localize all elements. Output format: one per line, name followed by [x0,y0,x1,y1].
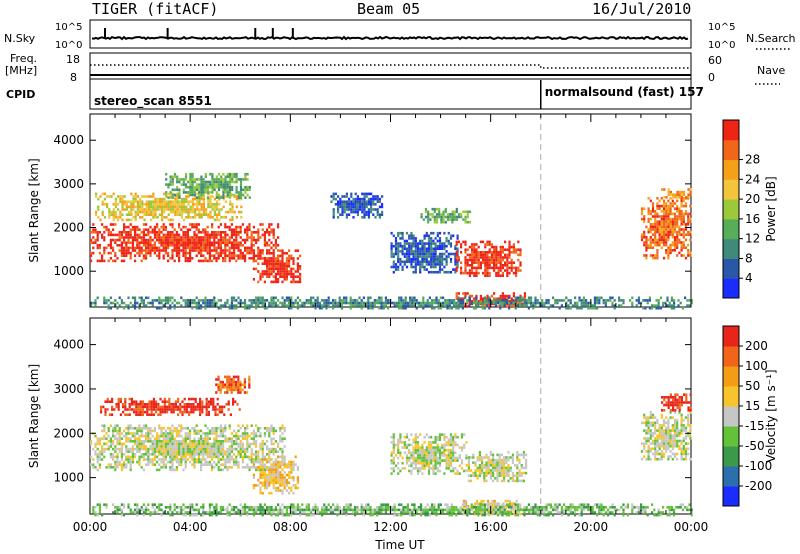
y-tick-label: 4000 [53,338,84,352]
colorbar-tick-label: 50 [745,379,760,393]
y-axis-label: Slant Range [km] [27,364,41,468]
x-tick-label: 00:00 [73,520,108,534]
colorbar-tick-label: -200 [745,479,772,493]
x-tick-label: 08:00 [273,520,308,534]
data-region [420,207,472,224]
x-tick-label: 04:00 [173,520,208,534]
date-label: 16/Jul/2010 [592,0,692,18]
radar-title: TIGER (fitACF) [92,0,219,18]
data-region [390,433,468,475]
data-cells [90,375,693,517]
colorbar-tick-label: 100 [745,359,768,373]
data-region [252,455,299,495]
nsearch-tick-bottom: 10^0 [708,40,735,51]
nsearch-tick-top: 10^5 [708,22,735,33]
data-region [90,424,286,472]
colorbar-tick-label: 28 [745,153,760,167]
beam-label: Beam 05 [357,0,421,18]
x-tick-label: 00:00 [674,520,709,534]
nsearch-label: N.Search [746,32,796,45]
freq-panel: Freq. [MHz] 18 8 60 0 Nave [5,52,785,85]
data-region [165,172,251,199]
data-region [92,503,693,517]
data-region [95,192,243,222]
y-tick-label: 1000 [53,264,84,278]
nsky-tick-top: 10^5 [55,22,82,33]
plot-frame [89,317,692,515]
nave-tick-top: 60 [708,54,722,67]
colorbar-tick-label: 15 [745,399,760,413]
y-tick-label: 1000 [53,471,84,485]
data-region [455,240,522,277]
colorbar-tick-label: 4 [745,271,753,285]
cpid-segment-label: normalsound (fast) 157 [545,85,704,99]
data-region [215,375,251,394]
power-panel: 1000 2000 3000 4000 Slant Range [km] 4 8 12 16 20… [27,113,778,310]
data-region [330,192,384,219]
colorbar-tick-label: -15 [745,419,765,433]
data-cells [90,172,693,310]
x-tick-label: 16:00 [473,520,508,534]
x-tick-label: 20:00 [574,520,609,534]
data-region [640,411,692,461]
y-axis-label: Slant Range [km] [27,158,41,262]
cpid-segments: stereo_scan 8551 normalsound (fast) 157 [94,80,704,109]
colorbar-label: Velocity [m s⁻¹] [764,369,778,462]
cpid-segment-label: stereo_scan 8551 [94,94,212,109]
cpid-panel: CPID stereo_scan 8551 normalsound (fast) … [6,78,704,110]
nave-tick-bottom: 0 [708,71,715,84]
nave-trace [90,64,691,69]
y-tick-label: 2000 [53,426,84,440]
data-region [465,451,528,483]
colorbar: 4 8 12 16 20 24 28 Power [dB] [722,119,778,299]
colorbar-tick-label: 12 [745,232,760,246]
colorbar-tick-label: 24 [745,172,760,186]
data-region [252,249,302,284]
colorbar-label: Power [dB] [764,176,778,241]
data-region [100,397,241,416]
nsky-panel: N.Sky 10^5 10^0 10^5 10^0 N.Search [4,19,796,51]
freq-tick-top: 18 [66,53,80,66]
x-tick-label: 12:00 [373,520,408,534]
y-tick-label: 2000 [53,221,84,235]
colorbar-tick-label: 20 [745,192,760,206]
velocity-panel: 1000 2000 3000 4000 00:00 04:00 08:00 12:00 16:0… [27,317,778,534]
y-tick-label: 4000 [53,133,84,147]
colorbar-tick-label: -100 [745,459,772,473]
nsky-trace [91,35,689,41]
freq-tick-bottom: 8 [70,71,77,84]
colorbar-tick-label: -50 [745,439,765,453]
nsky-tick-bottom: 10^0 [55,40,82,51]
time-axis-label: Time UT [374,538,425,552]
freq-unit: [MHz] [5,64,37,77]
colorbar-tick-label: 8 [745,251,753,265]
data-region [390,231,459,274]
y-tick-label: 3000 [53,177,84,191]
cpid-label: CPID [6,88,35,101]
freq-label: Freq. [10,52,37,65]
data-region [90,296,693,310]
data-region [640,197,692,260]
colorbar-tick-label: 200 [745,339,768,353]
data-region [661,393,692,412]
colorbar-tick-label: 16 [745,212,760,226]
data-region [661,188,692,199]
nsky-label: N.Sky [4,32,36,45]
colorbar: 200 100 50 15 -15 -50 -100 -200 Velocity [m s⁻¹] [722,325,778,507]
y-tick-label: 3000 [53,382,84,396]
nave-label: Nave [757,64,785,77]
